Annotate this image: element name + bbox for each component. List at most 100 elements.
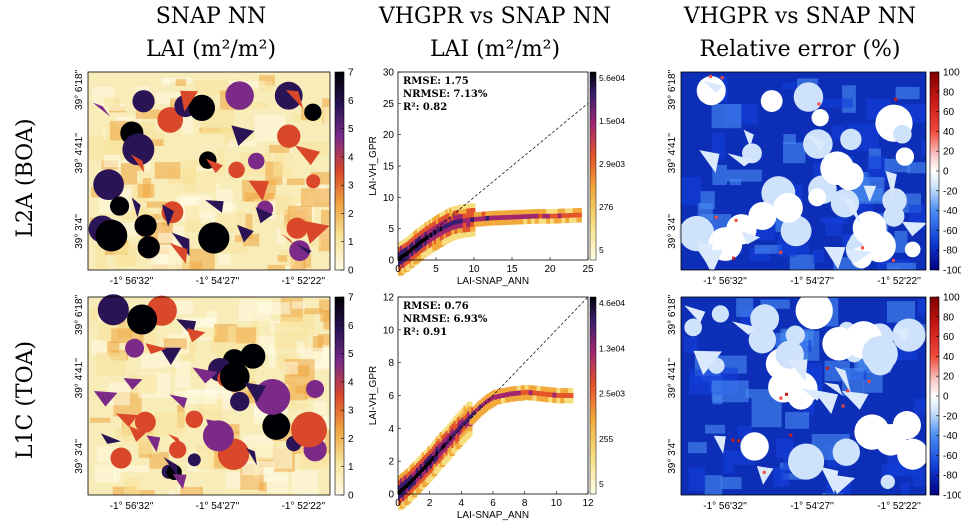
error-map-l2a-field <box>822 98 853 108</box>
error-map-l2a-pivot <box>904 241 921 258</box>
lai-map-l1c-pivot <box>127 304 158 335</box>
density-plot-l2a-density-cell <box>527 209 533 215</box>
error-map-l1c-parcel <box>731 321 757 335</box>
lai-map-l2a-parcel <box>92 102 111 117</box>
lai-map-l1c-pivot <box>110 447 132 469</box>
density-plot-l1c-density-cell <box>552 397 558 403</box>
density-plot-l2a-density-cell <box>534 209 541 215</box>
density-plot-l1c-density-cell <box>568 393 574 399</box>
density-plot-l1c-colorbar <box>589 296 597 495</box>
error-colorbar-l1c-tick-label: -60 <box>943 451 958 462</box>
error-map-l1c-field <box>751 397 782 428</box>
density-plot-l2a-density-cell <box>515 209 522 216</box>
lai-map-l2a-field <box>217 149 225 176</box>
density-plot-l2a-density-cell <box>466 203 472 209</box>
density-plot-l1c-density-cell <box>532 390 538 396</box>
density-plot-l2a-density-cell <box>546 213 552 219</box>
lai-map-l1c-parcel <box>206 419 220 442</box>
error-map-l2a-field <box>789 254 815 270</box>
error-colorbar-l1c-tick-label: -40 <box>943 431 958 442</box>
lai-colorbar-l1c-tick-label: 5 <box>348 349 354 360</box>
density-plot-l1c-colorbar-label: 4.6e04 <box>599 298 625 308</box>
density-plot-l2a-density-cell <box>542 218 548 224</box>
density-plot-l2a-density-cell <box>466 213 472 219</box>
lai-colorbar-l1c-tick-label: 3 <box>348 406 354 417</box>
error-map-l2a-parcel <box>846 249 873 265</box>
density-plot-l2a-density-cell <box>462 223 468 229</box>
density-plot-l1c-density-cell <box>528 385 534 391</box>
lai-map-l2a-field <box>95 245 107 269</box>
lai-map-l1c-field <box>113 464 121 483</box>
error-colorbar-l2a-tick-label: 80 <box>943 87 955 98</box>
error-map-l1c-parcel <box>893 328 910 342</box>
density-plot-l1c-x-tick-label: 10 <box>551 498 563 509</box>
error-map-l1c-parcel <box>841 390 869 410</box>
error-colorbar-l1c-tick-label: 40 <box>943 352 955 363</box>
density-plot-l2a-density-cell <box>470 203 476 209</box>
error-map-l1c-field <box>704 475 723 495</box>
error-map-l1c: -1° 56'32'' -1° 54'27'' -1° 52'22'' 39° 6'1… <box>667 291 929 512</box>
error-map-l1c-hotspot <box>779 396 783 400</box>
density-plot-l2a-density-cell <box>527 214 533 220</box>
lai-map-l1c-parcel <box>244 382 267 403</box>
lai-map-l1c-field <box>240 492 274 495</box>
error-map-l1c-parcel <box>713 435 726 454</box>
density-plot-l2a-density-cell <box>458 218 465 224</box>
error-colorbar-l1c-tick-label: -80 <box>943 471 958 482</box>
error-map-l1c-hotspot <box>737 439 741 443</box>
density-plot-l2a-density-cell <box>565 208 571 214</box>
density-plot-l1c-density-cell <box>564 393 570 399</box>
density-plot-l2a-density-cell <box>477 221 484 227</box>
density-plot-l1c-density-cell <box>496 393 503 400</box>
error-map-l1c-pivot <box>897 438 929 470</box>
lai-map-l2a-parcel <box>231 125 255 147</box>
lai-map-l2a-pivot <box>228 161 245 179</box>
lai-colorbar-l2a-tick-label: 6 <box>348 96 354 107</box>
lai-map-l1c-field <box>115 427 127 438</box>
lai-map-l1c-field <box>206 311 218 337</box>
error-map-l1c-frame <box>680 296 927 496</box>
lai-map-l2a-field <box>175 79 187 87</box>
density-plot-l2a-density-cell <box>474 221 480 227</box>
density-plot-l1c-density-cell <box>496 398 503 405</box>
lai-map-l2a-field <box>120 163 138 185</box>
density-plot-l2a-density-cell <box>519 214 525 220</box>
lai-map-l2a-field <box>135 86 149 92</box>
error-map-l1c-pivot <box>866 348 894 376</box>
density-plot-l2a-y-tick-label: 15 <box>383 162 395 173</box>
lai-map-l2a-field <box>146 201 167 208</box>
error-colorbar-l2a-tick-label: -40 <box>943 206 958 217</box>
lai-map-l1c-lat-tick: 39° 4'41'' <box>74 358 85 398</box>
column-title-3: VHGPR vs SNAP NN Relative error (%) <box>683 4 916 62</box>
density-plot-l1c-density-cell <box>548 392 554 398</box>
density-plot-l2a-density-cell <box>500 215 506 221</box>
lai-map-l2a-field <box>301 188 330 208</box>
lai-map-l1c-parcel <box>169 394 188 409</box>
lai-map-l1c-field <box>118 465 149 472</box>
density-plot-l1c-density-cell <box>512 395 519 402</box>
column-title-1: SNAP NN LAI (m²/m²) <box>146 4 276 62</box>
lai-map-l2a-field <box>99 104 127 111</box>
error-map-l1c-lat-tick: 39° 4'41'' <box>667 358 678 398</box>
error-map-l2a-pivot <box>748 201 777 231</box>
density-plot-l2a-x-tick-label: 0 <box>395 264 401 275</box>
density-plot-l2a-density-cell <box>550 218 556 224</box>
lai-map-l2a-pivot <box>134 214 157 237</box>
density-plot-l2a-density-cell <box>477 211 484 218</box>
error-map-l2a-field <box>783 142 806 164</box>
lai-map-l1c-field <box>242 460 275 475</box>
density-plot-l2a-one-to-one-line <box>397 103 589 261</box>
error-map-l1c-pivot <box>711 305 730 323</box>
error-map-l2a-field <box>894 230 908 253</box>
density-plot-l2a-density-cell <box>538 209 544 215</box>
density-plot-l2a-density-cell <box>504 219 510 225</box>
lai-colorbar-l1c-tick-label: 1 <box>348 462 354 473</box>
error-map-l1c-parcel <box>820 466 839 494</box>
density-plot-l2a-density-cell <box>553 218 560 224</box>
density-plot-l2a-density-cell <box>458 214 465 220</box>
density-plot-l1c-density-cell <box>508 391 515 397</box>
lai-map-l1c-field <box>168 490 176 495</box>
lai-map-l2a-field <box>245 213 253 239</box>
error-colorbar-l2a: 100 80 60 40 20 0 -20 -40 -60 -80 -100 <box>929 68 961 277</box>
error-map-l2a-field <box>726 169 762 182</box>
